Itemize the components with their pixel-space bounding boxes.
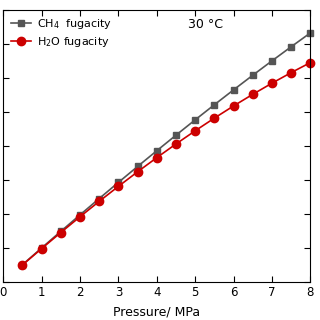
CH$_4$  fugacity: [174, 133, 178, 137]
CH$_4$  fugacity: [20, 263, 24, 267]
CH$_4$  fugacity: [270, 59, 274, 63]
Line: CH$_4$  fugacity: CH$_4$ fugacity: [19, 29, 314, 268]
CH$_4$  fugacity: [308, 31, 312, 35]
H$_2$O fugacity: [59, 231, 63, 235]
CH$_4$  fugacity: [40, 246, 44, 250]
Line: H$_2$O fugacity: H$_2$O fugacity: [18, 59, 315, 269]
H$_2$O fugacity: [232, 104, 236, 108]
H$_2$O fugacity: [155, 156, 159, 160]
CH$_4$  fugacity: [232, 88, 236, 92]
X-axis label: Pressure/ MPa: Pressure/ MPa: [113, 305, 200, 318]
H$_2$O fugacity: [174, 142, 178, 146]
H$_2$O fugacity: [97, 199, 101, 203]
CH$_4$  fugacity: [289, 45, 293, 49]
H$_2$O fugacity: [20, 263, 24, 267]
H$_2$O fugacity: [136, 170, 140, 174]
H$_2$O fugacity: [308, 61, 312, 65]
CH$_4$  fugacity: [78, 213, 82, 217]
H$_2$O fugacity: [40, 247, 44, 251]
H$_2$O fugacity: [270, 81, 274, 85]
CH$_4$  fugacity: [155, 149, 159, 153]
CH$_4$  fugacity: [251, 73, 255, 77]
CH$_4$  fugacity: [136, 164, 140, 168]
CH$_4$  fugacity: [97, 197, 101, 201]
H$_2$O fugacity: [251, 92, 255, 96]
CH$_4$  fugacity: [212, 103, 216, 107]
CH$_4$  fugacity: [193, 118, 197, 122]
H$_2$O fugacity: [116, 184, 120, 188]
H$_2$O fugacity: [193, 129, 197, 133]
CH$_4$  fugacity: [59, 229, 63, 233]
H$_2$O fugacity: [289, 71, 293, 75]
H$_2$O fugacity: [78, 215, 82, 219]
H$_2$O fugacity: [212, 116, 216, 120]
Legend: CH$_4$  fugacity, H$_2$O fugacity: CH$_4$ fugacity, H$_2$O fugacity: [9, 15, 114, 51]
CH$_4$  fugacity: [116, 180, 120, 184]
Text: 30 °C: 30 °C: [188, 18, 222, 31]
